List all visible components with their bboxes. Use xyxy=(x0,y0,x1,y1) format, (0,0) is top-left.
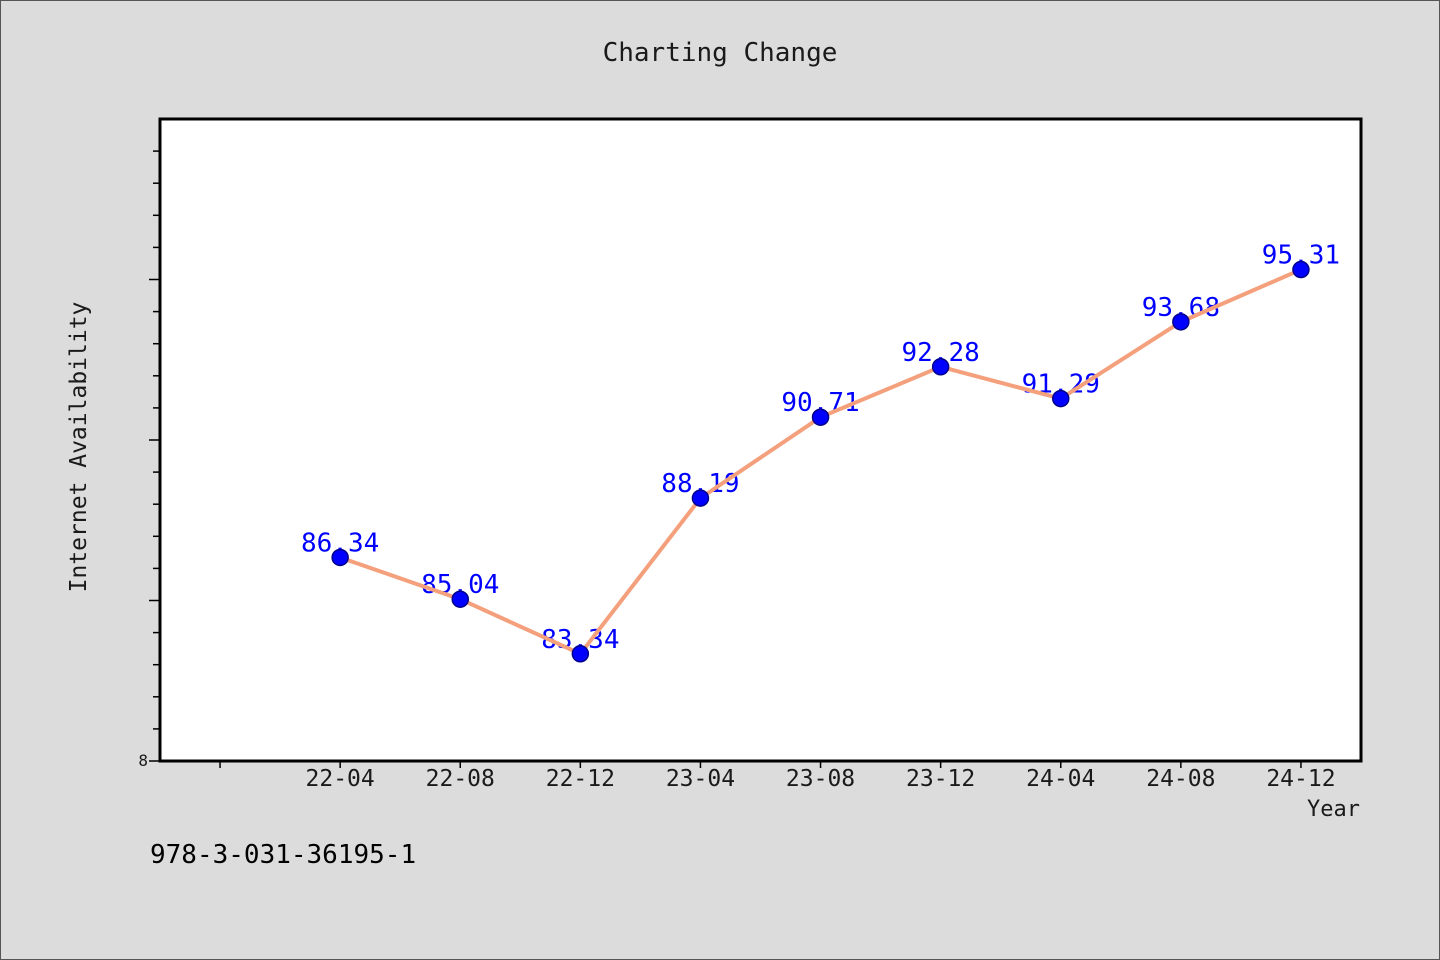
x-tick-label: 24-08 xyxy=(1146,766,1215,792)
data-point-marker xyxy=(811,408,830,426)
data-point-marker xyxy=(571,645,590,663)
y-axis-ticks xyxy=(149,150,160,762)
x-tick-label: 23-12 xyxy=(906,766,975,792)
plot-area xyxy=(158,117,1363,763)
x-tick-label: 22-08 xyxy=(426,766,495,792)
footer-isbn: 978-3-031-36195-1 xyxy=(150,840,416,870)
data-markers xyxy=(331,260,1310,663)
data-point-marker xyxy=(1292,260,1310,279)
x-tick-label: 22-12 xyxy=(546,766,615,792)
x-tick-label: 24-04 xyxy=(1026,766,1095,792)
x-tick-label: 23-04 xyxy=(666,766,735,792)
data-point-marker xyxy=(1172,313,1190,331)
chart-title: Charting Change xyxy=(603,38,838,68)
y-axis-tick-labels: 8 xyxy=(138,751,148,770)
x-tick-label: 24-12 xyxy=(1266,766,1335,792)
y-tick-label: 8 xyxy=(138,751,148,770)
data-point-marker xyxy=(451,590,469,608)
data-point-marker xyxy=(931,358,950,376)
data-point-marker xyxy=(1052,389,1070,408)
x-tick-label: 22-04 xyxy=(306,766,375,792)
x-axis-tick-labels: 22-04 22-08 22-12 23-04 23-08 23-12 24-04 24-08… xyxy=(306,766,1336,792)
x-axis-label: Year xyxy=(1307,797,1360,822)
x-tick-label: 23-08 xyxy=(786,766,855,792)
y-axis-label: Internet Availability xyxy=(66,302,92,593)
data-point-marker xyxy=(691,489,710,507)
x-axis-ticks xyxy=(219,761,1302,768)
data-point-marker xyxy=(331,548,349,567)
